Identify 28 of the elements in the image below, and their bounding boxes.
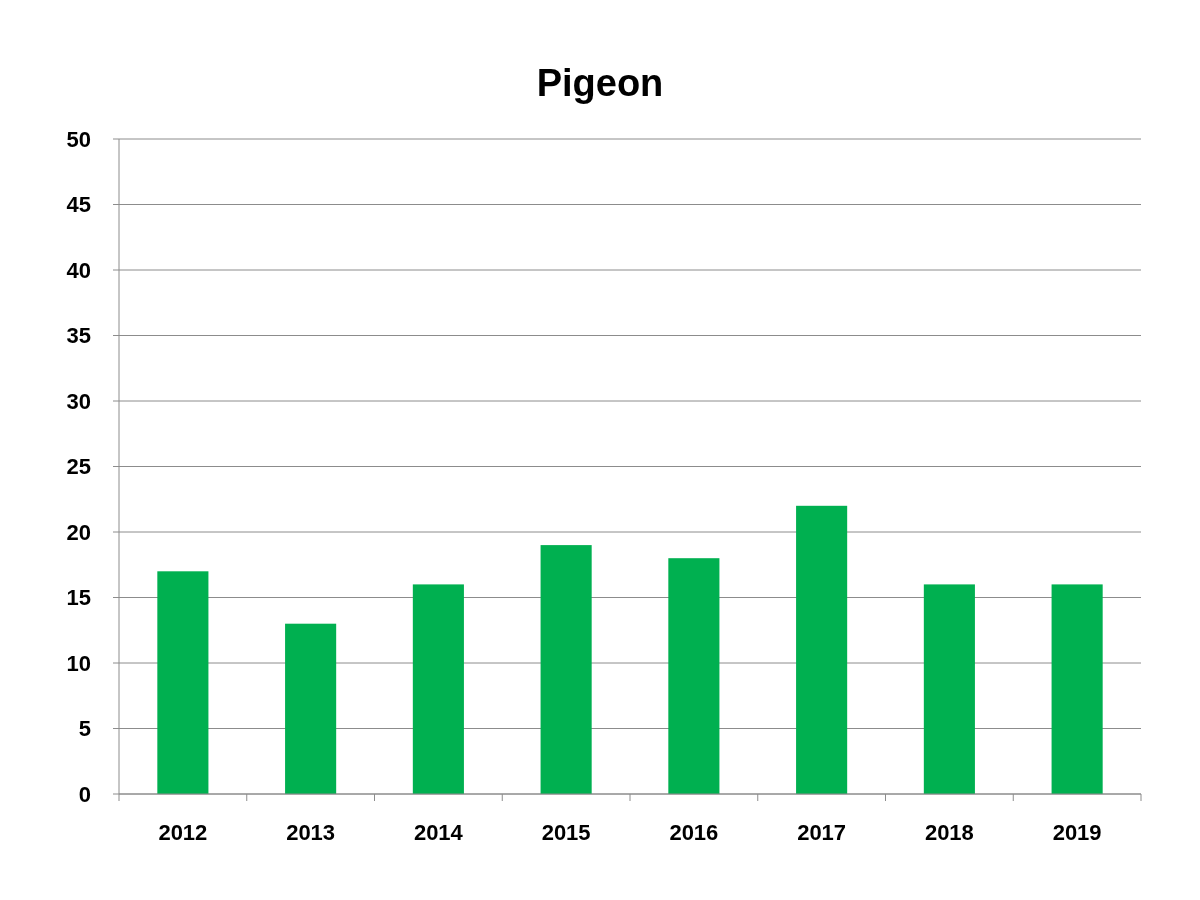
bar (668, 558, 720, 794)
x-tick-label: 2017 (797, 820, 847, 845)
bar (412, 584, 464, 794)
bar (923, 584, 975, 794)
y-tick-label: 20 (66, 519, 91, 545)
y-tick-label: 30 (66, 388, 91, 414)
y-tick-label: 35 (66, 323, 91, 349)
bar (540, 545, 592, 794)
bar (1051, 584, 1103, 794)
x-tick-label: 2016 (669, 820, 719, 845)
x-tick-label: 2013 (286, 820, 336, 845)
y-tick-label: 15 (66, 585, 91, 611)
bar (157, 571, 209, 794)
y-tick-label: 10 (66, 650, 91, 676)
x-tick-label: 2014 (413, 820, 464, 845)
y-tick-label: 40 (66, 257, 91, 283)
y-tick-label: 5 (78, 716, 91, 742)
y-tick-label: 0 (78, 781, 91, 807)
y-tick-label: 50 (66, 126, 91, 152)
bar (796, 505, 848, 794)
x-tick-label: 2012 (158, 820, 208, 845)
x-tick-label: 2019 (1052, 820, 1102, 845)
bar (285, 623, 337, 794)
chart-title: Pigeon (536, 62, 664, 104)
x-tick-label: 2018 (924, 820, 974, 845)
x-tick-label: 2015 (541, 820, 591, 845)
y-tick-label: 45 (66, 192, 91, 218)
y-tick-label: 25 (66, 454, 91, 480)
